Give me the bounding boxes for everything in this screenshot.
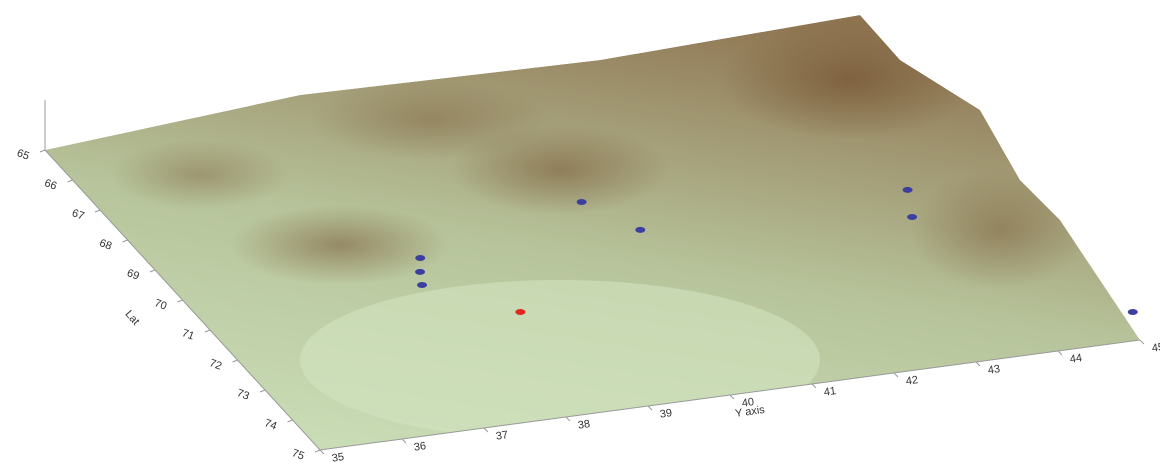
y-tick-label: 69 [125,267,141,282]
x-tick [894,373,898,377]
marker [415,255,425,261]
x-tick-label: 42 [905,374,919,388]
y-tick [150,270,155,272]
marker [415,269,425,275]
marker [515,309,525,315]
y-tick-label: 68 [98,237,114,252]
y-tick [123,240,128,242]
x-tick [648,406,652,410]
x-tick-label: 41 [823,385,837,399]
x-tick [566,417,570,421]
x-tick [812,384,816,388]
x-tick-label: 37 [495,429,509,443]
y-tick [68,180,73,182]
y-tick [233,360,238,362]
page: {"chart_data": {"type": "surface3d", "xl… [0,0,1160,467]
y-tick-label: 71 [180,327,196,342]
marker [635,227,645,233]
y-tick [260,390,265,392]
y-tick-label: 65 [15,147,31,162]
x-tick-label: 36 [413,440,427,454]
x-tick-label: 39 [659,407,673,421]
x-tick [1058,351,1062,355]
y-tick [205,330,210,332]
x-tick-label: 40 [741,396,755,410]
y-tick [95,210,100,212]
x-tick [976,362,980,366]
y-tick [178,300,183,302]
y-tick-label: 70 [153,297,169,312]
x-tick-label: 35 [331,451,345,465]
marker [907,214,917,220]
y-tick-label: 72 [208,357,224,372]
y-tick-label: 67 [70,207,86,222]
x-tick-label: 45 [1151,341,1160,355]
chart: Y axis Lat 35363738394041424344456566676… [0,0,1160,467]
y-tick [40,150,45,152]
marker [903,187,913,193]
y-tick-label: 75 [290,447,306,462]
x-tick-label: 43 [987,363,1001,377]
marker [1128,309,1138,315]
y-tick-label: 66 [43,177,59,192]
x-tick [730,395,734,399]
x-tick-label: 38 [577,418,591,432]
y-tick [288,420,293,422]
y-tick-label: 73 [235,387,251,402]
x-tick-label: 44 [1069,352,1083,366]
x-tick [484,428,488,432]
marker [417,282,427,288]
y-tick [315,450,320,452]
x-tick [320,450,324,454]
marker [577,199,587,205]
x-tick [1140,340,1144,344]
surface [45,15,1140,450]
y-tick-label: 74 [263,417,279,432]
y-axis-label: Lat [122,308,141,327]
x-tick [402,439,406,443]
